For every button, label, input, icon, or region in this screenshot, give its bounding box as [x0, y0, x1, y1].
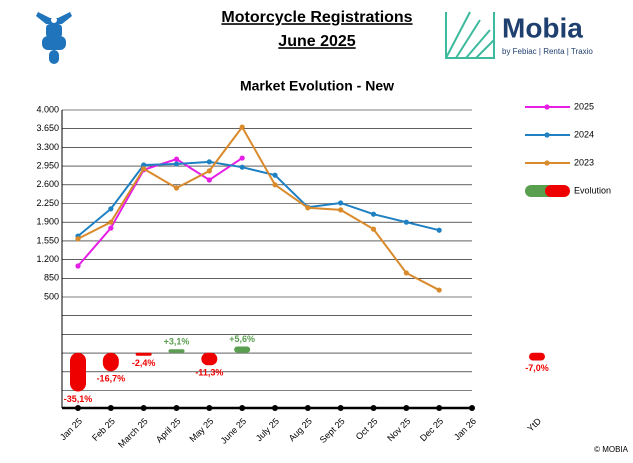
evolution-bar — [168, 349, 185, 353]
point — [239, 124, 245, 130]
point — [272, 182, 278, 188]
x-tick-dot — [206, 405, 213, 411]
y-tick-label: 1.550 — [36, 235, 59, 245]
chart-title: Market Evolution - New — [240, 78, 394, 94]
point — [141, 162, 147, 168]
evolution-label: -2,4% — [132, 358, 156, 368]
evolution-label: +5,6% — [229, 334, 255, 344]
motorcycle-icon — [36, 12, 72, 64]
evolution-bar — [135, 352, 152, 356]
legend-label: 2025 — [574, 101, 594, 111]
point — [338, 200, 344, 206]
point — [206, 177, 212, 183]
point — [272, 172, 278, 178]
x-tick-dot — [403, 405, 410, 411]
legend-label: 2023 — [574, 157, 594, 167]
y-tick-label: 1.200 — [36, 254, 59, 264]
x-tick-dot — [173, 405, 180, 411]
point — [75, 236, 81, 242]
point — [206, 168, 212, 174]
y-tick-label: 4.000 — [36, 104, 59, 114]
point — [108, 219, 114, 225]
y-tick-label: 500 — [44, 291, 59, 301]
evolution-label: -16,7% — [97, 374, 126, 384]
y-tick-label: 1.900 — [36, 217, 59, 227]
point — [403, 270, 409, 276]
x-tick-dot — [75, 405, 81, 411]
brand-tagline: by Febiac | Renta | Traxio — [502, 47, 593, 56]
evolution-label: -35,1% — [64, 394, 93, 404]
title: Motorcycle Registrations — [221, 9, 412, 26]
legend-dot — [544, 160, 550, 166]
y-tick-label: 850 — [44, 273, 59, 283]
x-tick-dot — [469, 405, 475, 411]
evolution-bar — [529, 352, 545, 361]
evolution-label: -7,0% — [525, 363, 549, 373]
y-tick-label: 2.250 — [36, 198, 59, 208]
evolution-label: -11,3% — [195, 368, 223, 378]
point — [108, 225, 114, 231]
y-tick-label: 3.650 — [36, 123, 59, 133]
x-tick-dot — [107, 405, 114, 411]
point — [239, 164, 245, 170]
legend-dot — [544, 132, 550, 138]
point — [239, 155, 245, 161]
point — [173, 161, 180, 167]
x-tick-dot — [370, 405, 377, 411]
x-tick-dot — [239, 405, 246, 411]
evolution-bar — [70, 352, 86, 392]
y-tick-label: 2.600 — [36, 179, 59, 189]
point — [173, 185, 180, 191]
y-tick-label: 3.300 — [36, 142, 59, 152]
point — [370, 211, 377, 217]
brand-name: Mobia — [502, 12, 583, 43]
point — [338, 207, 344, 213]
point — [108, 206, 114, 212]
y-tick-label: 2.950 — [36, 160, 59, 170]
legend-label: Evolution — [574, 185, 611, 195]
x-tick-dot — [337, 405, 344, 411]
series-line — [77, 160, 440, 237]
legend-label: 2024 — [574, 129, 594, 139]
point — [436, 287, 442, 293]
point — [206, 159, 212, 165]
legend-evolution-red — [545, 185, 570, 197]
brand-logo — [445, 11, 495, 59]
point — [436, 227, 442, 233]
point — [370, 226, 377, 232]
point — [305, 205, 311, 211]
evolution-bar — [102, 352, 119, 372]
point — [75, 263, 81, 269]
legend-dot — [544, 104, 550, 110]
x-tick-dot — [304, 405, 311, 411]
point — [141, 166, 147, 172]
series-line — [77, 125, 440, 291]
x-tick-dot — [436, 405, 443, 411]
point — [173, 156, 180, 162]
evolution-bar — [201, 352, 218, 366]
subtitle: June 2025 — [278, 33, 355, 50]
x-tick-dot — [272, 405, 278, 411]
point — [403, 219, 409, 225]
evolution-label: +3,1% — [164, 337, 190, 347]
footer: © MOBIA — [594, 445, 629, 454]
x-tick-dot — [140, 405, 147, 411]
evolution-bar — [234, 346, 251, 353]
